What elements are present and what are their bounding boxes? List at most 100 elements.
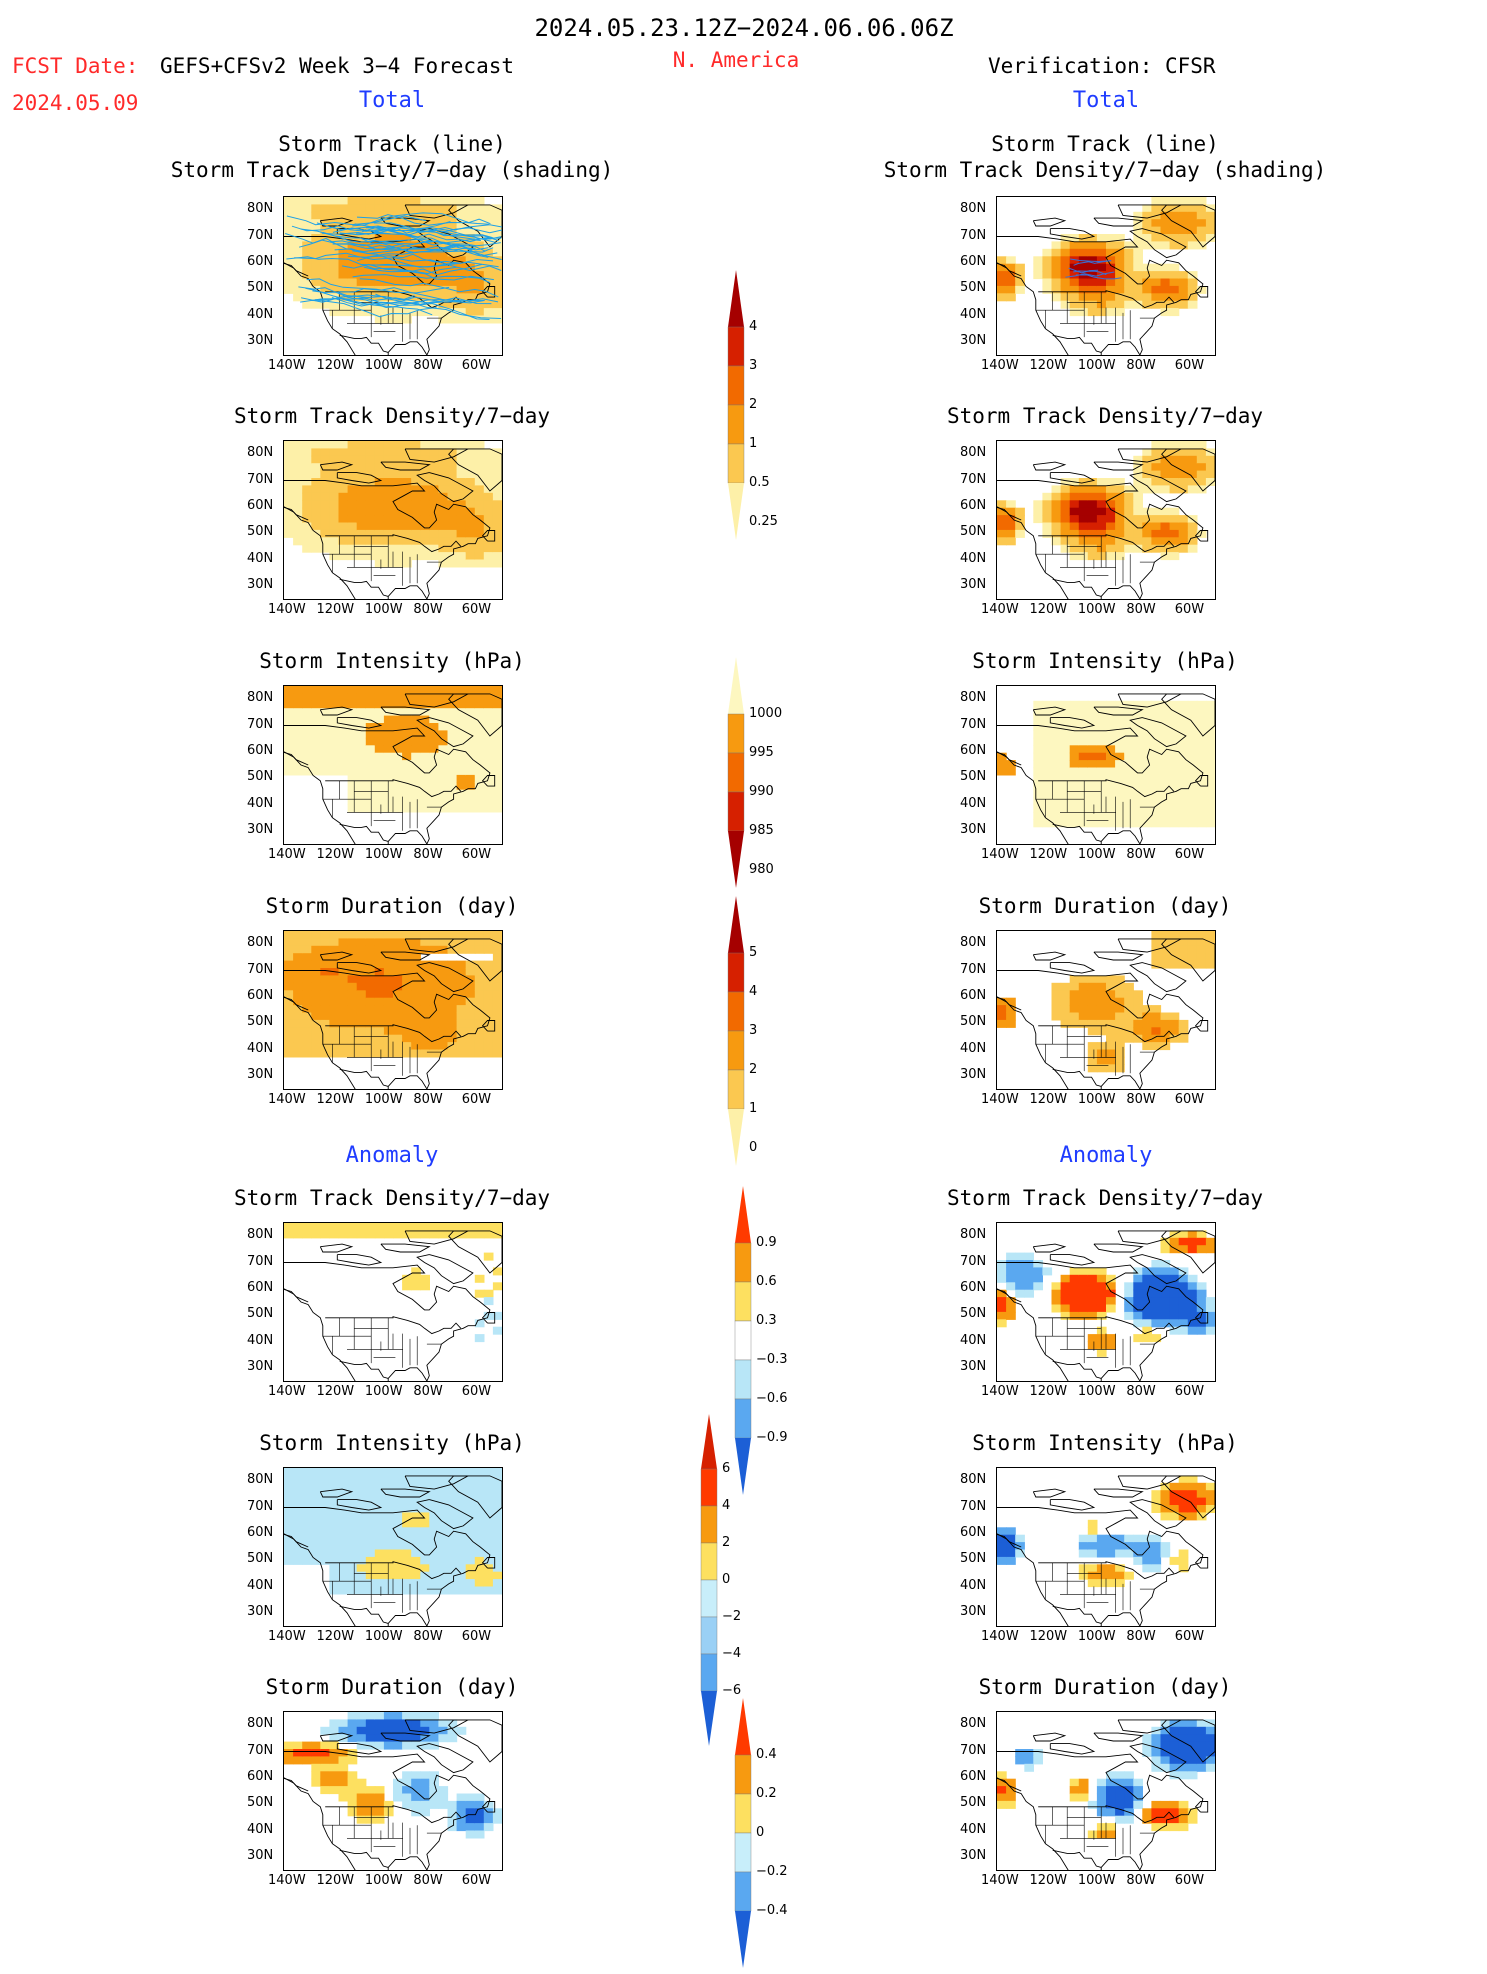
grid-cell (1160, 300, 1171, 309)
colorbar-segment (728, 896, 744, 953)
grid-cell (320, 1786, 330, 1795)
grid-cell (338, 960, 349, 969)
grid-cell (1106, 1786, 1116, 1795)
grid-cell (284, 455, 294, 464)
grid-cell (1078, 1786, 1089, 1795)
grid-cell (284, 745, 294, 754)
grid-cell (483, 708, 494, 717)
grid-cell (420, 1549, 430, 1558)
grid-cell (329, 1719, 340, 1728)
grid-cell (1106, 1800, 1116, 1809)
grid-cell (1096, 774, 1107, 783)
grid-cell (1178, 960, 1189, 969)
grid-cell (420, 1230, 430, 1239)
grid-cell (1106, 982, 1116, 991)
grid-cell (1115, 285, 1125, 294)
grid-cell (1078, 263, 1089, 272)
grid-cell (411, 1230, 421, 1239)
grid-cell (320, 1512, 330, 1521)
grid-cell (302, 1034, 312, 1043)
grid-cell (1051, 507, 1062, 516)
grid-cell (1178, 819, 1189, 828)
grid-cell (383, 1027, 394, 1036)
map-plot-aint-f (284, 1468, 502, 1626)
grid-cell (1187, 1274, 1198, 1283)
grid-cell (383, 1019, 394, 1028)
grid-cell (338, 1519, 349, 1528)
grid-cell (338, 285, 349, 294)
grid-cell (1205, 1490, 1215, 1499)
grid-cell (338, 1586, 349, 1595)
grid-cell (402, 1512, 412, 1521)
border (325, 1805, 462, 1824)
grid-cell (447, 278, 458, 287)
grid-cell (465, 1490, 476, 1499)
grid-cell (492, 737, 502, 746)
fcst-date-value: 2024.05.09 (12, 91, 139, 115)
border (339, 1068, 389, 1087)
grid-cell (1142, 1815, 1152, 1824)
grid-cell (1178, 1237, 1189, 1246)
grid-cell (1151, 1763, 1162, 1772)
grid-cell (338, 953, 349, 962)
grid-cell (1124, 774, 1134, 783)
grid-cell (311, 211, 321, 220)
grid-cell (1060, 248, 1071, 257)
lon-tick-label: 80W (413, 358, 443, 373)
grid-cell (383, 990, 394, 999)
grid-cell (1006, 1800, 1016, 1809)
grid-cell (411, 463, 421, 472)
grid-cell (429, 708, 439, 717)
grid-cell (420, 1274, 430, 1283)
colorbar-segment (728, 483, 744, 540)
grid-cell (1106, 544, 1116, 553)
grid-cell (347, 686, 358, 694)
grid-cell (320, 1527, 330, 1536)
grid-cell (302, 1512, 312, 1521)
grid-cell (1160, 782, 1171, 791)
lon-tick-label: 120W (316, 847, 355, 862)
grid-cell (347, 1230, 358, 1239)
grid-cell (365, 1482, 376, 1491)
grid-cell (356, 953, 367, 962)
grid-cell (465, 1223, 476, 1231)
grid-cell (1115, 300, 1125, 309)
grid-cell (1042, 804, 1053, 813)
grid-cell (374, 686, 385, 694)
grid-cell (429, 1505, 439, 1513)
grid-cell (293, 1223, 303, 1231)
grid-cell (438, 197, 449, 205)
grid-cell (447, 204, 458, 213)
grid-cell (383, 1571, 394, 1580)
grid-cell (997, 1534, 1007, 1543)
grid-cell (1187, 745, 1198, 754)
grid-cell (1015, 1252, 1025, 1261)
grid-cell (420, 522, 430, 531)
shading-int-f (284, 686, 502, 813)
grid-cell (997, 1771, 1007, 1780)
grid-cell (311, 693, 321, 702)
grid-cell (1006, 522, 1016, 531)
lat-tick-label: 50N (247, 280, 274, 296)
island (319, 951, 354, 961)
grid-cell (420, 1712, 430, 1720)
grid-cell (1051, 278, 1062, 287)
grid-cell (429, 515, 439, 524)
grid-cell (1042, 708, 1053, 717)
grid-cell (402, 745, 412, 754)
grid-cell (284, 938, 294, 947)
grid-cell (411, 234, 421, 242)
grid-cell (492, 537, 502, 546)
grid-cell (438, 804, 449, 813)
grid-cell (374, 537, 385, 546)
grid-cell (420, 448, 430, 457)
island (380, 1243, 431, 1253)
grid-cell (1106, 1542, 1116, 1551)
grid-cell (492, 1556, 502, 1565)
grid-cell (483, 938, 494, 947)
panel-title-dur-f: Storm Duration (day) (265, 894, 519, 918)
grid-cell (365, 470, 376, 479)
grid-cell (492, 968, 502, 976)
grid-cell (329, 544, 340, 553)
grid-cell (1051, 997, 1062, 1006)
